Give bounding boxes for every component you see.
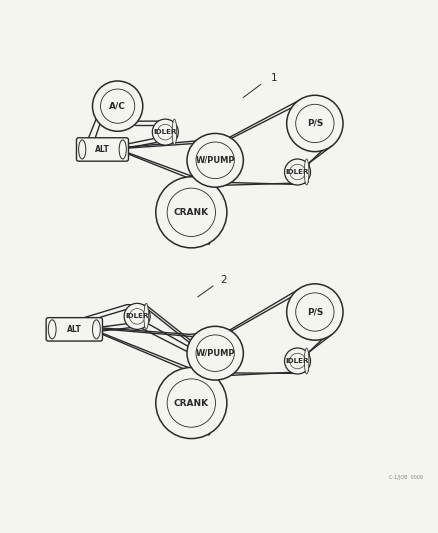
- Text: IDLER: IDLER: [285, 169, 308, 175]
- Text: 1: 1: [270, 73, 276, 83]
- Text: P/S: P/S: [306, 119, 322, 128]
- Ellipse shape: [187, 133, 243, 187]
- Text: ALT: ALT: [67, 325, 81, 334]
- Text: P/S: P/S: [306, 308, 322, 317]
- Text: IDLER: IDLER: [153, 129, 177, 135]
- Ellipse shape: [286, 284, 342, 340]
- Ellipse shape: [48, 320, 56, 339]
- Text: IDLER: IDLER: [125, 313, 148, 319]
- Text: W/PUMP: W/PUMP: [195, 156, 234, 165]
- FancyBboxPatch shape: [76, 138, 128, 161]
- Text: CRANK: CRANK: [173, 208, 208, 217]
- Ellipse shape: [155, 367, 226, 439]
- Ellipse shape: [119, 140, 126, 159]
- Ellipse shape: [152, 119, 178, 145]
- Ellipse shape: [286, 95, 342, 151]
- Ellipse shape: [92, 320, 100, 339]
- Text: C-1/JOB  0009: C-1/JOB 0009: [389, 475, 422, 480]
- Ellipse shape: [284, 159, 310, 185]
- Ellipse shape: [92, 81, 142, 131]
- Ellipse shape: [187, 326, 243, 380]
- Text: A/C: A/C: [109, 102, 126, 111]
- Text: IDLER: IDLER: [285, 358, 308, 364]
- Ellipse shape: [304, 348, 308, 374]
- FancyBboxPatch shape: [46, 318, 102, 341]
- Ellipse shape: [144, 303, 148, 329]
- Text: CRANK: CRANK: [173, 399, 208, 408]
- Text: ALT: ALT: [95, 145, 110, 154]
- Ellipse shape: [304, 159, 308, 185]
- Ellipse shape: [124, 303, 150, 329]
- Ellipse shape: [284, 348, 310, 374]
- Text: W/PUMP: W/PUMP: [195, 349, 234, 358]
- Text: 2: 2: [220, 274, 226, 285]
- Ellipse shape: [78, 140, 85, 159]
- Ellipse shape: [155, 177, 226, 248]
- Ellipse shape: [172, 119, 176, 145]
